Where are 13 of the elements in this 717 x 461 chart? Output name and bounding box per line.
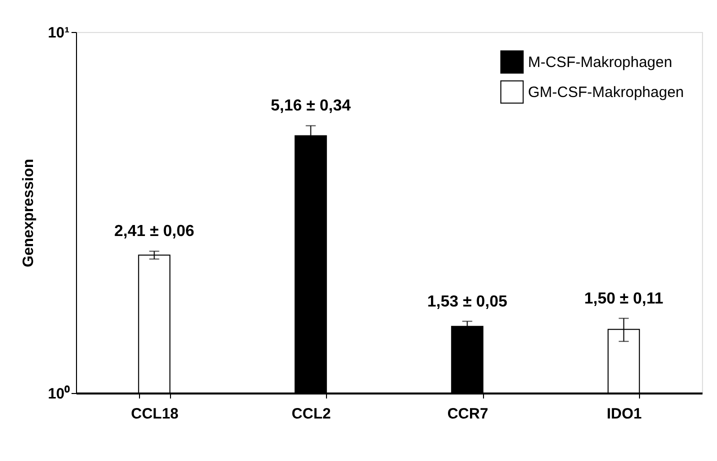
x-tick-label: CCL2 (292, 406, 331, 422)
x-tick-label: IDO1 (606, 406, 642, 422)
legend-label: GM-CSF-Makrophagen (528, 84, 684, 101)
y-tick-label: 10⁰ (48, 384, 70, 402)
data-label: 2,41 ± 0,06 (114, 223, 194, 240)
y-axis-title: Genexpression (20, 158, 37, 268)
y-tick-label: 10¹ (48, 24, 70, 42)
legend-label: M-CSF-Makrophagen (528, 54, 672, 71)
x-tick-label: CCR7 (447, 406, 488, 422)
x-tick-label: CCL18 (130, 406, 179, 422)
data-label: 5,16 ± 0,34 (270, 98, 351, 115)
data-label: 1,50 ± 0,11 (584, 290, 664, 308)
data-label: 1,53 ± 0,05 (427, 293, 508, 310)
